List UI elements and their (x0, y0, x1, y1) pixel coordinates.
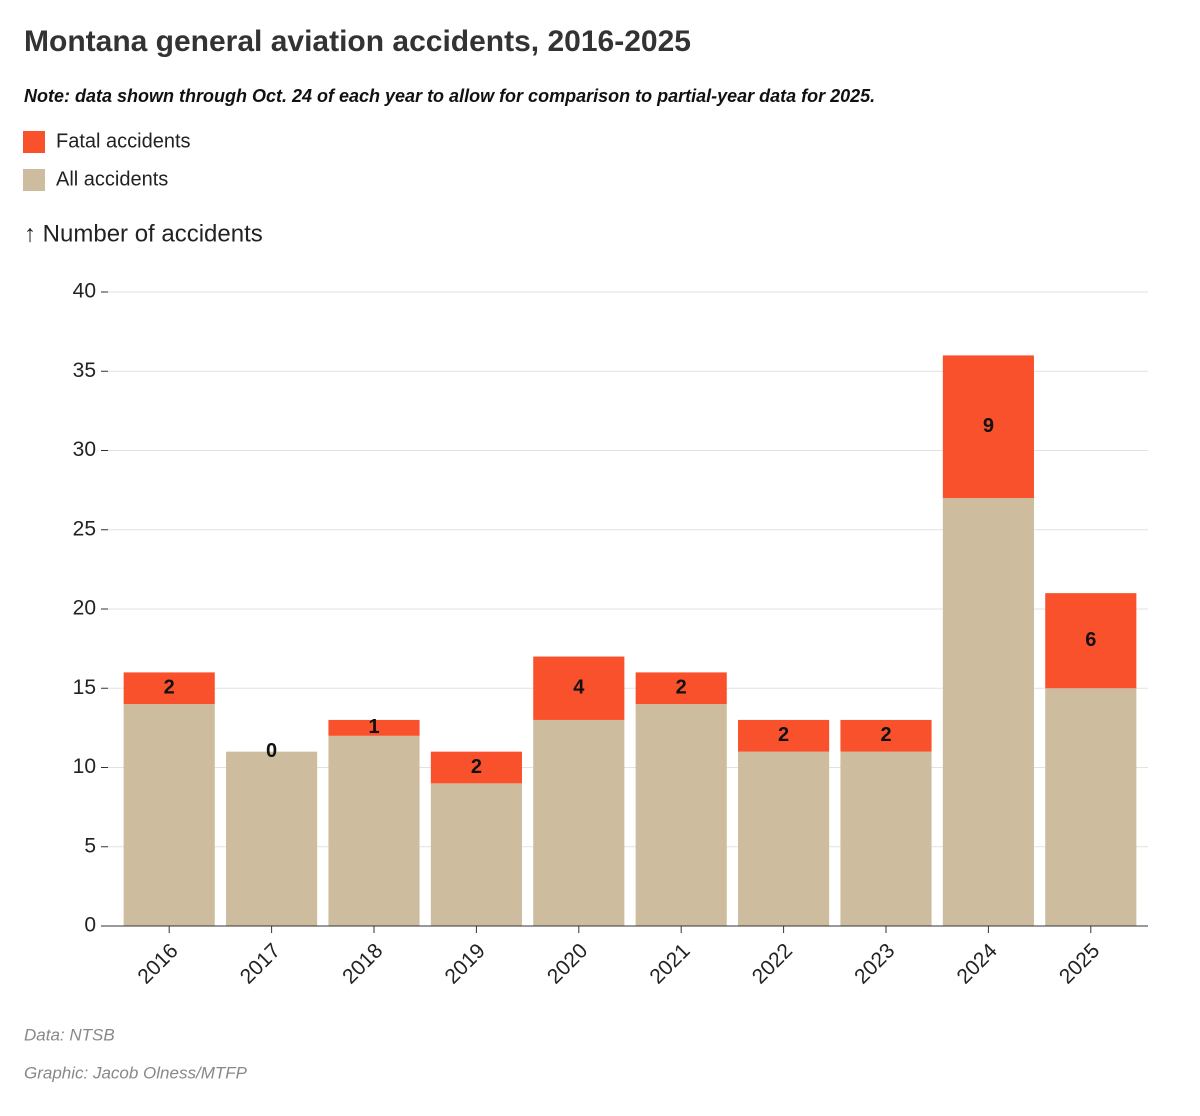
legend-swatch (23, 169, 45, 191)
y-tick-label: 15 (73, 676, 96, 699)
bar-segment (1045, 688, 1137, 926)
bar-segment (123, 704, 215, 926)
chart-subtitle: Note: data shown through Oct. 24 of each… (24, 86, 875, 106)
bar-segment (738, 719, 830, 752)
bar-segment (942, 355, 1034, 499)
bar-segment (635, 704, 727, 926)
y-tick-label: 20 (73, 597, 96, 620)
bar-segment (430, 751, 522, 784)
x-tick-label: 2023 (850, 939, 899, 988)
value-label: 4 (573, 677, 585, 699)
bar-segment (328, 735, 420, 926)
value-label: 2 (880, 724, 891, 746)
value-label: 2 (471, 756, 482, 778)
x-tick-label: 2017 (236, 939, 285, 988)
legend-label: All accidents (56, 168, 168, 190)
bar-segment (123, 672, 215, 705)
bar-segment (1045, 593, 1137, 689)
y-tick-label: 0 (84, 914, 96, 937)
source-note: Data: NTSB (24, 1025, 115, 1044)
credit-note: Graphic: Jacob Olness/MTFP (24, 1063, 248, 1082)
value-label: 0 (266, 740, 277, 762)
y-tick-label: 40 (73, 280, 96, 303)
bar-segment (738, 751, 830, 926)
x-tick-label: 2019 (441, 939, 490, 988)
y-tick-label: 35 (73, 359, 96, 382)
bar-segment (533, 656, 625, 720)
bar-segment (840, 751, 932, 926)
y-tick-label: 30 (73, 438, 96, 461)
y-tick-label: 10 (73, 755, 96, 778)
legend-swatch (23, 131, 45, 153)
x-tick-label: 2018 (338, 939, 387, 988)
value-label: 2 (676, 677, 687, 699)
value-label: 2 (778, 724, 789, 746)
value-label: 9 (983, 415, 994, 437)
y-tick-label: 25 (73, 517, 96, 540)
bar-segment (430, 783, 522, 926)
value-label: 6 (1085, 629, 1096, 651)
bar-segment (328, 719, 420, 736)
x-tick-label: 2021 (645, 939, 694, 988)
legend-label: Fatal accidents (56, 130, 191, 152)
x-tick-label: 2022 (748, 939, 797, 988)
x-tick-label: 2024 (953, 939, 1003, 989)
bar-segment (533, 719, 625, 926)
value-label: 1 (368, 716, 379, 738)
chart-title: Montana general aviation accidents, 2016… (24, 25, 691, 58)
x-tick-label: 2025 (1055, 939, 1104, 988)
value-label: 2 (164, 677, 175, 699)
x-tick-label: 2016 (133, 939, 182, 988)
y-tick-label: 5 (84, 834, 96, 857)
bar-segment (635, 672, 727, 705)
bar-segment (226, 751, 318, 926)
bar-segment (840, 719, 932, 752)
x-tick-label: 2020 (543, 939, 592, 988)
bar-segment (942, 498, 1034, 926)
y-axis-label: ↑ Number of accidents (24, 220, 263, 247)
